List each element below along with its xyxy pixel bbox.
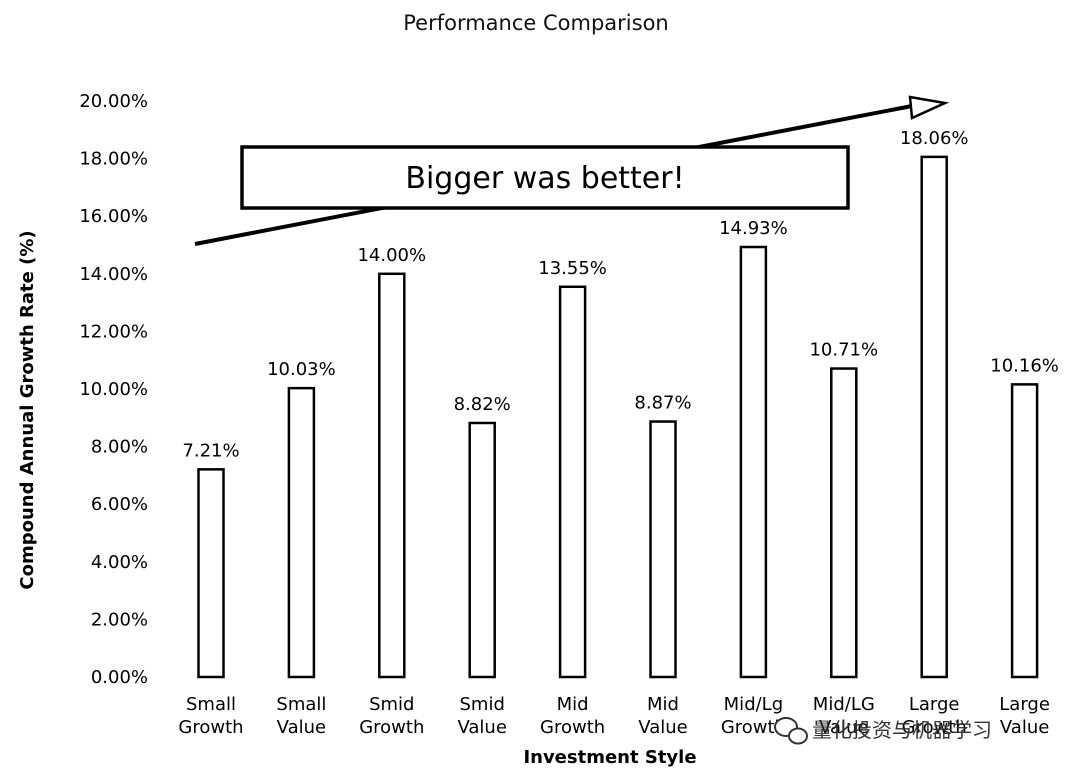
data-label: 10.16% (990, 355, 1059, 376)
bars (197, 155, 1039, 679)
x-tick-label: Value (277, 717, 326, 738)
bar (920, 155, 948, 679)
x-tick-label: Small (276, 694, 326, 715)
x-tick-label: Smid (460, 694, 505, 715)
x-tick-label: Mid/LG (813, 694, 875, 715)
annotation-box: Bigger was better! (240, 145, 850, 210)
data-label: 10.03% (267, 359, 336, 380)
x-axis-title: Investment Style (523, 747, 696, 768)
y-tick-label: 2.00% (91, 609, 148, 630)
y-tick-label: 14.00% (79, 264, 148, 285)
x-tick-label: Growth (902, 717, 967, 738)
annotation-frame (240, 145, 850, 210)
bar (558, 285, 587, 679)
y-tick-label: 8.00% (91, 437, 148, 458)
y-tick-label: 0.00% (91, 667, 148, 688)
watermark-text: 量化投资与机器学习 (812, 718, 992, 742)
annotation-text: Bigger was better! (405, 161, 684, 196)
x-tick-label: Growth (540, 717, 605, 738)
category-labels: SmallGrowthSmallValueSmidGrowthSmidValue… (178, 694, 1050, 738)
watermark: 量化投资与机器学习 (774, 717, 992, 745)
y-axis-title: Compound Annual Growth Rate (%) (17, 230, 38, 589)
x-tick-label: Small (186, 694, 236, 715)
x-tick-label: Large (909, 694, 960, 715)
arrow-head (908, 95, 950, 120)
bar (468, 421, 496, 679)
data-label: 8.82% (454, 394, 511, 415)
data-label: 14.00% (357, 245, 426, 266)
y-tick-label: 6.00% (91, 494, 148, 515)
data-label: 14.93% (719, 218, 788, 239)
x-tick-label: Mid (557, 694, 589, 715)
x-tick-label: Mid/Lg (724, 694, 783, 715)
x-tick-label: Growth (359, 717, 424, 738)
y-tick-label: 4.00% (91, 552, 148, 573)
data-label: 13.55% (538, 258, 607, 279)
value-labels: 7.21% 10.03% 14.00% 8.82% 13.55% 8.87% 14.93% 1… (182, 128, 1059, 461)
wechat-icon (774, 717, 808, 745)
x-tick-label: Large (999, 694, 1050, 715)
x-tick-label: Growth (721, 717, 786, 738)
x-tick-label: Value (819, 717, 868, 738)
x-tick-label: Growth (178, 717, 243, 738)
x-tick-label: Mid (647, 694, 679, 715)
bar (378, 272, 406, 679)
x-tick-label: Value (638, 717, 687, 738)
y-axis-ticks: 0.00% 2.00% 4.00% 6.00% 8.00% 10.00% 12.00% 14.… (79, 91, 148, 688)
bar (739, 245, 768, 679)
data-label: 18.06% (900, 128, 969, 149)
bar (287, 386, 316, 679)
data-label: 10.71% (809, 340, 878, 361)
data-label: 8.87% (634, 393, 691, 414)
x-tick-label: Value (1000, 717, 1049, 738)
data-label: 7.21% (182, 440, 239, 461)
y-tick-label: 18.00% (79, 149, 148, 170)
x-tick-label: Smid (369, 694, 414, 715)
bar (830, 367, 858, 679)
bar (1010, 383, 1039, 679)
y-tick-label: 12.00% (79, 321, 148, 342)
bar (197, 468, 225, 679)
bar (649, 420, 677, 679)
y-tick-label: 10.00% (79, 379, 148, 400)
y-tick-label: 16.00% (79, 206, 148, 227)
x-tick-label: Value (457, 717, 506, 738)
chart-title: Performance Comparison (403, 11, 668, 35)
y-tick-label: 20.00% (79, 91, 148, 112)
